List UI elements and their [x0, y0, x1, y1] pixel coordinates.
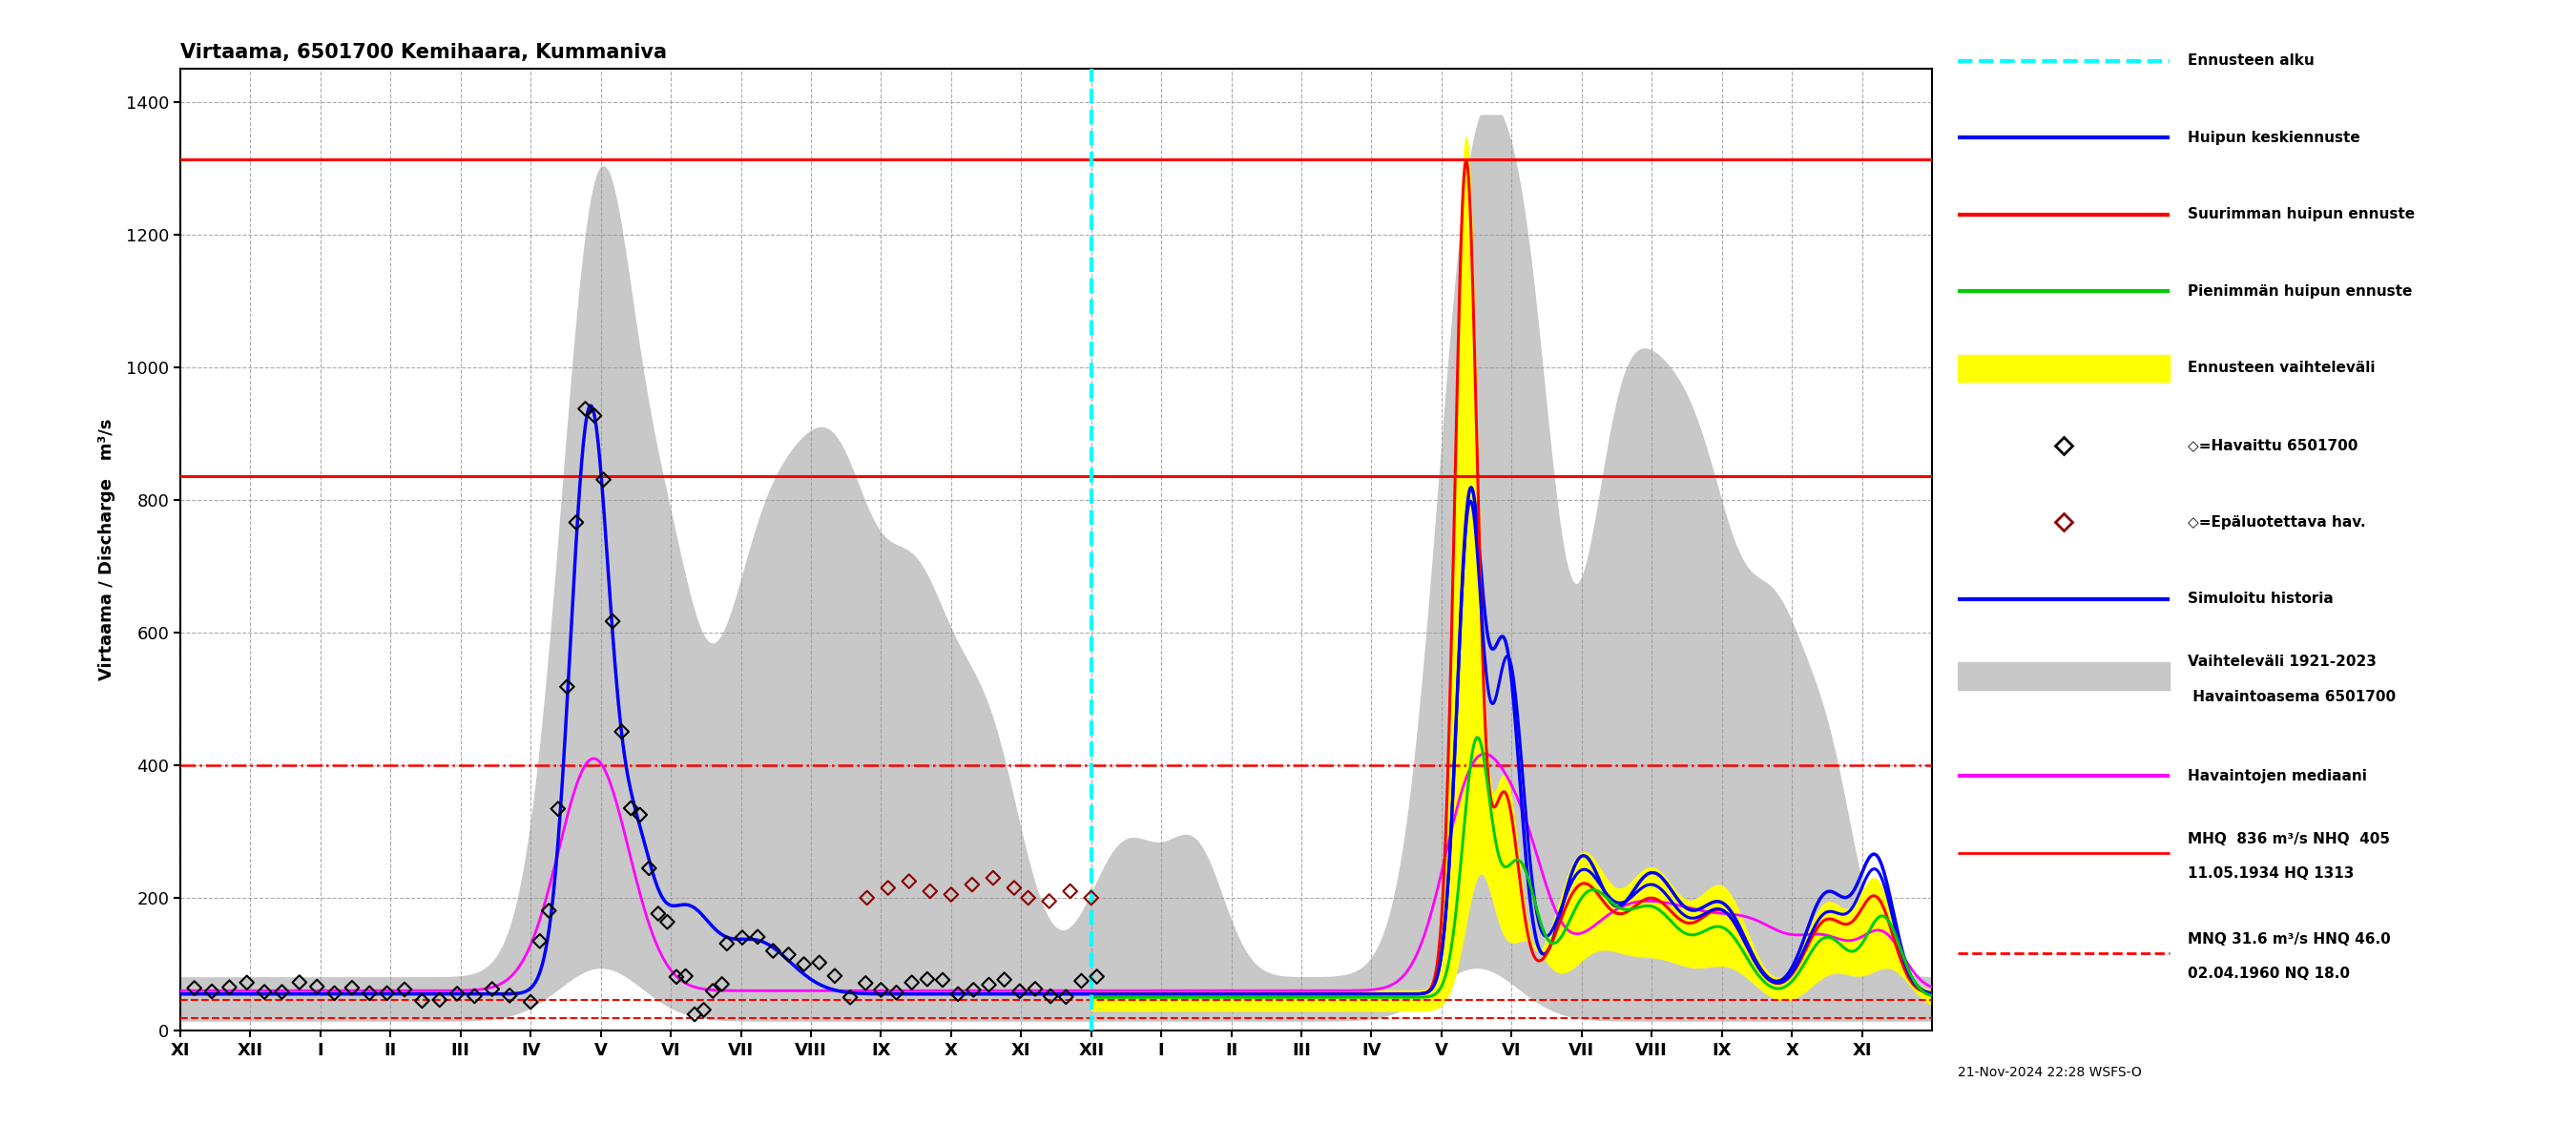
Point	[538, 799, 580, 818]
Text: Virtaama, 6501700 Kemihaara, Kummaniva: Virtaama, 6501700 Kemihaara, Kummaniva	[180, 42, 667, 62]
Point	[556, 513, 598, 531]
Point	[969, 976, 1010, 994]
Point	[1077, 968, 1118, 986]
Point	[611, 799, 652, 818]
Point	[629, 859, 670, 877]
Point	[752, 941, 793, 960]
Point	[564, 400, 605, 418]
Point	[574, 406, 616, 425]
Point	[1007, 889, 1048, 907]
Point	[366, 984, 407, 1002]
Point	[907, 970, 948, 988]
Point	[296, 978, 337, 996]
Point	[384, 980, 425, 998]
Point	[402, 992, 443, 1010]
Text: MHQ  836 m³/s NHQ  405: MHQ 836 m³/s NHQ 405	[2187, 832, 2391, 846]
Point	[420, 990, 461, 1009]
Point	[314, 984, 355, 1002]
Point	[974, 869, 1015, 887]
Point	[814, 966, 855, 985]
Point	[260, 982, 301, 1001]
Text: 21-Nov-2024 22:28 WSFS-O: 21-Nov-2024 22:28 WSFS-O	[1958, 1066, 2141, 1080]
Point	[546, 678, 587, 696]
Point	[332, 979, 374, 997]
Point	[657, 968, 698, 986]
Text: Simuloitu historia: Simuloitu historia	[2187, 592, 2334, 606]
Text: MNQ 31.6 m³/s HNQ 46.0: MNQ 31.6 m³/s HNQ 46.0	[2187, 932, 2391, 947]
Point	[693, 981, 734, 1000]
Text: Havaintoasema 6501700: Havaintoasema 6501700	[2187, 689, 2396, 704]
Point	[737, 927, 778, 946]
Text: ◇=Epäluotettava hav.: ◇=Epäluotettava hav.	[2187, 515, 2365, 529]
Point	[891, 973, 933, 992]
Point	[876, 984, 917, 1002]
Point	[191, 982, 232, 1001]
Point	[868, 878, 909, 897]
Y-axis label: Virtaama / Discharge   m³/s: Virtaama / Discharge m³/s	[98, 419, 116, 680]
Point	[1046, 988, 1087, 1006]
Point	[860, 981, 902, 1000]
FancyBboxPatch shape	[1958, 355, 2169, 382]
Point	[528, 901, 569, 919]
Point	[994, 878, 1036, 897]
Text: Huipun keskiennuste: Huipun keskiennuste	[2187, 131, 2360, 144]
Point	[953, 980, 994, 998]
Point	[845, 974, 886, 993]
Point	[639, 905, 680, 923]
Point	[951, 876, 992, 894]
Point	[783, 955, 824, 973]
Point	[984, 971, 1025, 989]
Point	[999, 982, 1041, 1001]
Point	[582, 471, 623, 489]
FancyBboxPatch shape	[1958, 662, 2169, 689]
Text: 02.04.1960 NQ 18.0: 02.04.1960 NQ 18.0	[2187, 966, 2349, 981]
Point	[489, 986, 531, 1004]
Point	[922, 971, 963, 989]
Point	[938, 985, 979, 1003]
Point	[768, 946, 809, 964]
Point	[348, 984, 389, 1002]
Point	[683, 1001, 724, 1019]
Point	[706, 934, 747, 953]
Point	[701, 974, 742, 993]
Point	[600, 722, 641, 741]
Point	[665, 968, 706, 986]
Point	[618, 806, 659, 824]
Point	[1048, 882, 1090, 900]
Point	[278, 973, 319, 992]
Text: Havaintojen mediaani: Havaintojen mediaani	[2187, 768, 2367, 783]
Point	[721, 929, 762, 947]
Point	[675, 1005, 716, 1024]
Point	[227, 973, 268, 992]
Point	[930, 885, 971, 903]
Point	[909, 882, 951, 900]
Point	[1028, 892, 1069, 910]
Point	[592, 613, 634, 631]
Point	[510, 993, 551, 1011]
Text: Vaihteleväli 1921-2023: Vaihteleväli 1921-2023	[2187, 655, 2378, 670]
Text: Suurimman huipun ennuste: Suurimman huipun ennuste	[2187, 207, 2414, 222]
Point	[245, 982, 286, 1001]
Point	[889, 872, 930, 891]
Point	[1030, 987, 1072, 1005]
Text: ◇=Havaittu 6501700: ◇=Havaittu 6501700	[2187, 439, 2357, 452]
Point	[173, 979, 214, 997]
Point	[1015, 980, 1056, 998]
Point	[209, 978, 250, 996]
Point	[520, 932, 562, 950]
Point	[647, 913, 688, 931]
Point	[848, 889, 889, 907]
Point	[453, 987, 495, 1005]
Point	[829, 988, 871, 1006]
Point	[1072, 889, 1113, 907]
Text: Ennusteen vaihteleväli: Ennusteen vaihteleväli	[2187, 361, 2375, 376]
Point	[435, 985, 477, 1003]
Point	[471, 980, 513, 998]
Point	[799, 954, 840, 972]
Text: Ennusteen alku: Ennusteen alku	[2187, 54, 2313, 68]
Text: 11.05.1934 HQ 1313: 11.05.1934 HQ 1313	[2187, 867, 2354, 881]
Text: Pienimmän huipun ennuste: Pienimmän huipun ennuste	[2187, 284, 2411, 299]
Point	[1061, 972, 1103, 990]
